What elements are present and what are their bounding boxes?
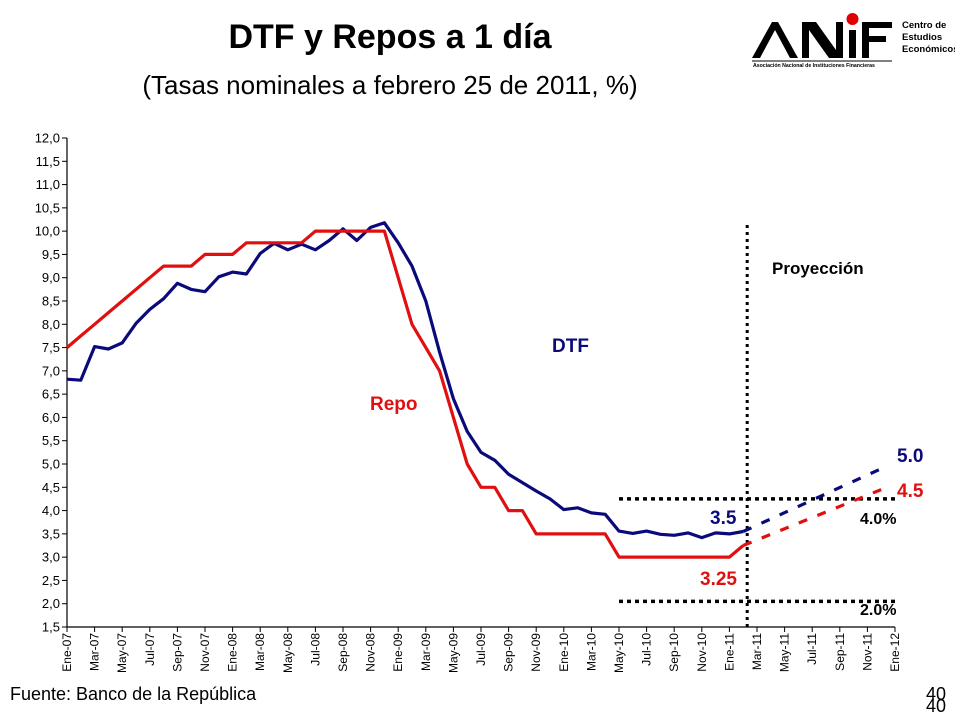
upper-reference-label: 4.0% bbox=[860, 511, 896, 528]
x-tick-label: Sep-07 bbox=[170, 633, 184, 672]
series-line bbox=[67, 223, 743, 538]
x-tick-label: Ene-12 bbox=[888, 633, 902, 672]
source-note: Fuente: Banco de la República bbox=[10, 684, 256, 705]
x-tick-label: Jul-08 bbox=[308, 633, 322, 666]
projection-label: Proyección bbox=[772, 259, 864, 278]
x-tick-label: Jul-11 bbox=[805, 633, 819, 665]
y-tick-label: 4,5 bbox=[42, 480, 60, 495]
chart-annotations: Proyección DTF Repo 5.0 4.5 3.5 3.25 4.0% 2.0% bbox=[370, 259, 924, 619]
y-tick-label: 9,5 bbox=[42, 247, 60, 262]
y-tick-label: 2,5 bbox=[42, 573, 60, 588]
x-tick-label: Sep-11 bbox=[833, 633, 847, 671]
chart-axes bbox=[67, 138, 895, 627]
x-tick-label: May-11 bbox=[778, 633, 792, 672]
x-tick-label: Sep-10 bbox=[667, 633, 681, 672]
x-tick-label: Ene-11 bbox=[722, 633, 736, 671]
x-tick-label: Ene-08 bbox=[226, 633, 240, 672]
y-tick-label: 9,0 bbox=[42, 270, 60, 285]
x-tick-label: Mar-11 bbox=[750, 633, 764, 670]
repo-projection-value: 4.5 bbox=[897, 481, 924, 502]
x-tick-label: Ene-10 bbox=[557, 633, 571, 672]
x-tick-label: May-08 bbox=[281, 633, 295, 673]
dtf-current-value: 3.5 bbox=[710, 508, 737, 529]
reference-lines bbox=[619, 225, 895, 627]
y-tick-label: 6,5 bbox=[42, 387, 60, 402]
x-tick-label: May-09 bbox=[446, 633, 460, 673]
y-tick-label: 3,0 bbox=[42, 550, 60, 565]
y-tick-label: 12,0 bbox=[35, 131, 60, 146]
x-tick-label: Sep-08 bbox=[336, 633, 350, 672]
x-tick-label: Jul-07 bbox=[143, 633, 157, 666]
page-number-shadow: 40 bbox=[926, 696, 946, 717]
x-tick-label: Jul-09 bbox=[474, 633, 488, 666]
y-tick-label: 8,0 bbox=[42, 317, 60, 332]
y-tick-label: 4,0 bbox=[42, 503, 60, 518]
y-tick-label: 7,5 bbox=[42, 340, 60, 355]
dtf-series-label: DTF bbox=[552, 336, 589, 357]
x-tick-label: Nov-07 bbox=[198, 633, 212, 672]
x-tick-label: Mar-10 bbox=[584, 633, 598, 671]
y-tick-label: 2,0 bbox=[42, 596, 60, 611]
repo-current-value: 3.25 bbox=[700, 569, 737, 590]
y-tick-label: 7,0 bbox=[42, 363, 60, 378]
x-tick-label: Nov-08 bbox=[364, 633, 378, 672]
y-tick-label: 10,5 bbox=[35, 200, 60, 215]
y-axis-ticks: 1,5 2,0 2,5 3,0 3,5 4,0 4,5 5,0 5,5 6,0 6,5 7,0 7,5 8… bbox=[35, 131, 67, 635]
x-axis-ticks: Ene-07 Mar-07 May-07 Jul-07 Sep-07 Nov-07 Ene-… bbox=[60, 627, 902, 673]
y-tick-label: 11,0 bbox=[36, 177, 60, 192]
x-tick-label: Mar-07 bbox=[88, 633, 102, 671]
x-tick-label: Nov-09 bbox=[529, 633, 543, 672]
y-tick-label: 5,5 bbox=[42, 433, 60, 448]
y-tick-label: 1,5 bbox=[42, 620, 60, 635]
y-tick-label: 3,5 bbox=[42, 526, 60, 541]
repo-series-label: Repo bbox=[370, 394, 418, 415]
series-lines bbox=[67, 223, 881, 557]
x-tick-label: Jul-10 bbox=[640, 633, 654, 666]
y-tick-label: 5,0 bbox=[42, 457, 60, 472]
y-tick-label: 10,0 bbox=[35, 224, 60, 239]
x-tick-label: Sep-09 bbox=[502, 633, 516, 672]
y-tick-label: 11,5 bbox=[36, 154, 60, 169]
y-tick-label: 8,5 bbox=[42, 294, 60, 309]
x-tick-label: Mar-09 bbox=[419, 633, 433, 671]
x-tick-label: May-07 bbox=[115, 633, 129, 673]
x-tick-label: Nov-11 bbox=[860, 633, 874, 671]
lower-reference-label: 2.0% bbox=[860, 602, 896, 619]
x-tick-label: Nov-10 bbox=[695, 633, 709, 672]
y-tick-label: 6,0 bbox=[42, 410, 60, 425]
x-tick-label: Ene-09 bbox=[391, 633, 405, 672]
x-tick-label: Mar-08 bbox=[253, 633, 267, 671]
x-tick-label: Ene-07 bbox=[60, 633, 74, 672]
x-tick-label: May-10 bbox=[612, 633, 626, 673]
dtf-projection-value: 5.0 bbox=[897, 446, 923, 467]
